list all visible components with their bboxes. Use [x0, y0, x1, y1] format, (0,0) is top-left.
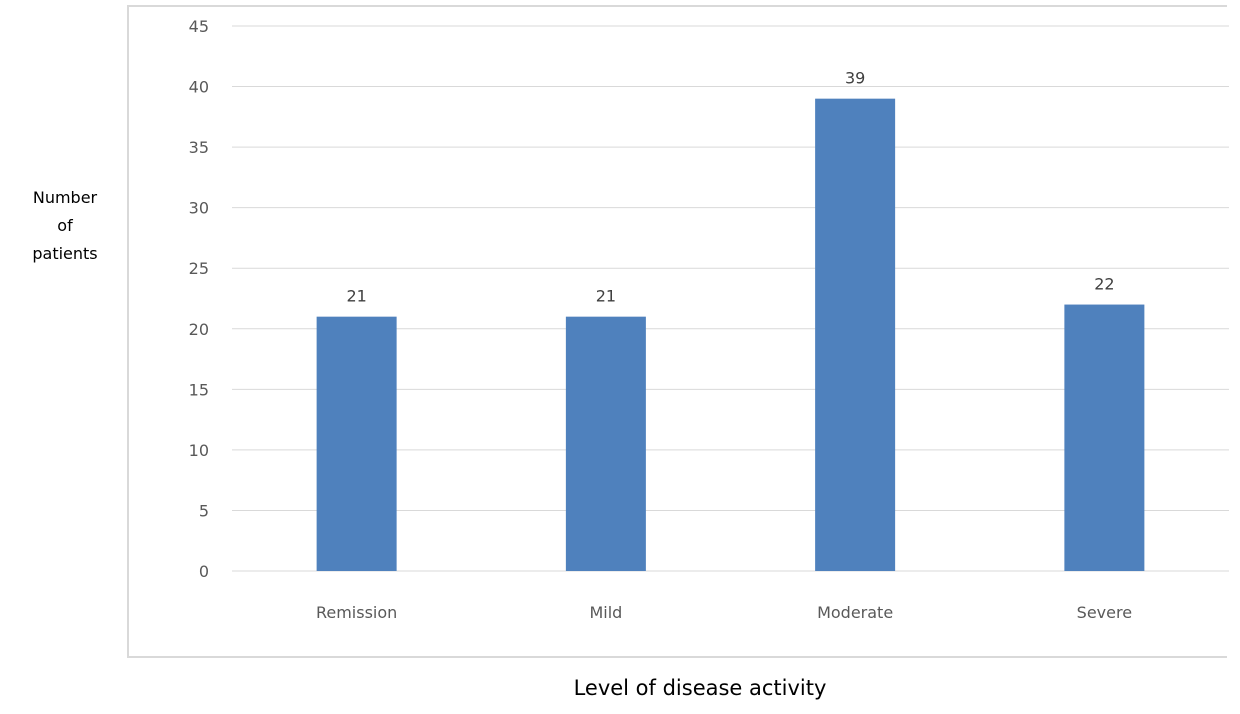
x-tick-label: Mild: [589, 603, 622, 622]
x-tick-label: Moderate: [817, 603, 893, 622]
bar: [1064, 304, 1145, 571]
bar: [316, 316, 397, 571]
y-tick-label: 0: [199, 562, 209, 581]
y-axis-label: Number of patients: [20, 184, 110, 268]
y-tick-label: 15: [189, 380, 209, 399]
data-label: 21: [596, 287, 616, 306]
bar: [815, 98, 896, 572]
x-tick-label: Severe: [1077, 603, 1132, 622]
data-label: 39: [845, 69, 865, 88]
y-axis-label-line-3: patients: [32, 244, 98, 263]
y-axis-label-line-1: Number: [32, 188, 98, 207]
x-tick-label: Remission: [316, 603, 397, 622]
data-label: 22: [1094, 275, 1114, 294]
y-tick-label: 45: [189, 17, 209, 36]
chart-area: 0 5 10 15 20 25 30 35 40 45 21 Remission 21 Mild 39 Mod…: [127, 5, 1229, 658]
y-tick-label: 25: [189, 259, 209, 278]
y-tick-label: 35: [189, 138, 209, 157]
bar-chart: 0 5 10 15 20 25 30 35 40 45 21 Remission 21 Mild 39 Mod…: [189, 17, 1229, 622]
x-axis-label: Level of disease activity: [573, 676, 827, 700]
y-tick-label: 5: [199, 501, 209, 520]
bar: [565, 316, 646, 571]
y-tick-label: 30: [189, 199, 209, 218]
y-axis-label-line-2: of: [57, 216, 73, 235]
y-tick-label: 10: [189, 441, 209, 460]
y-tick-label: 40: [189, 78, 209, 97]
y-tick-label: 20: [189, 320, 209, 339]
data-label: 21: [346, 287, 366, 306]
